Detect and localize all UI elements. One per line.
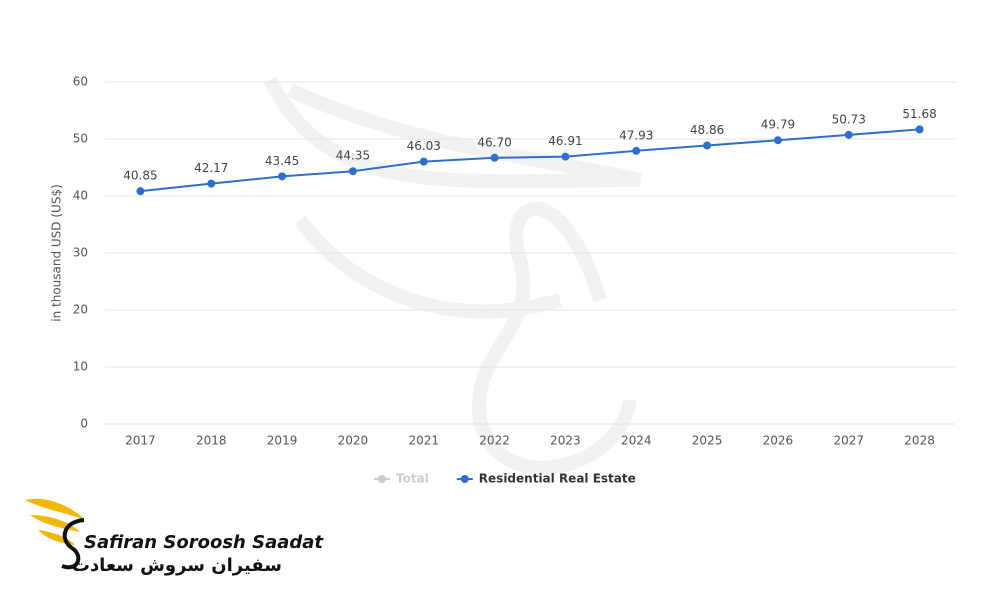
data-label: 47.93 xyxy=(619,128,653,142)
x-tick-label: 2020 xyxy=(338,434,369,448)
point xyxy=(773,136,782,145)
data-label: 50.73 xyxy=(832,112,866,126)
legend-marker xyxy=(460,475,469,483)
x-tick-label: 2028 xyxy=(904,434,935,448)
point xyxy=(419,157,428,166)
legend-marker xyxy=(378,475,386,483)
x-tick-label: 2026 xyxy=(763,434,794,448)
point xyxy=(915,125,924,134)
point xyxy=(278,172,287,181)
x-tick-label: 2025 xyxy=(692,434,723,448)
data-label: 40.85 xyxy=(123,169,157,183)
legend-label: Residential Real Estate xyxy=(479,472,636,486)
y-tick-label: 0 xyxy=(80,417,88,431)
x-tick-label: 2024 xyxy=(621,434,652,448)
y-tick-label: 30 xyxy=(73,246,88,260)
legend-label: Total xyxy=(396,472,429,486)
x-tick-label: 2017 xyxy=(125,434,156,448)
x-tick-label: 2027 xyxy=(833,434,864,448)
x-tick-label: 2023 xyxy=(550,434,581,448)
data-label: 49.79 xyxy=(761,118,795,132)
data-label: 43.45 xyxy=(265,154,299,168)
x-tick-label: 2021 xyxy=(408,434,439,448)
point xyxy=(207,179,216,188)
x-tick-label: 2022 xyxy=(479,434,510,448)
point xyxy=(703,141,712,150)
data-label: 48.86 xyxy=(690,123,724,137)
data-label: 46.03 xyxy=(407,139,441,153)
y-tick-label: 50 xyxy=(73,132,88,146)
data-label: 51.68 xyxy=(902,107,936,121)
data-label: 44.35 xyxy=(336,149,370,163)
point xyxy=(632,146,641,155)
logo xyxy=(25,498,85,570)
watermark xyxy=(263,76,642,475)
y-tick-label: 20 xyxy=(73,303,88,317)
data-label: 46.91 xyxy=(548,134,582,148)
point xyxy=(136,187,145,196)
x-tick-label: 2018 xyxy=(196,434,227,448)
point xyxy=(348,167,357,176)
line xyxy=(140,128,920,193)
y-tick-label: 40 xyxy=(73,189,88,203)
point xyxy=(561,152,570,161)
point xyxy=(490,153,499,162)
y-axis-label: in thousand USD (US$) xyxy=(50,184,64,322)
data-label: 42.17 xyxy=(194,161,228,175)
x-tick-label: 2019 xyxy=(267,434,298,448)
y-tick-label: 60 xyxy=(73,75,88,89)
y-tick-label: 10 xyxy=(73,360,88,374)
brand-name: Safiran Soroosh Saadat xyxy=(84,532,324,553)
brand-name-fa: سفیران سروش سعادت xyxy=(72,555,282,576)
data-label: 46.70 xyxy=(477,135,511,149)
point xyxy=(844,130,853,139)
